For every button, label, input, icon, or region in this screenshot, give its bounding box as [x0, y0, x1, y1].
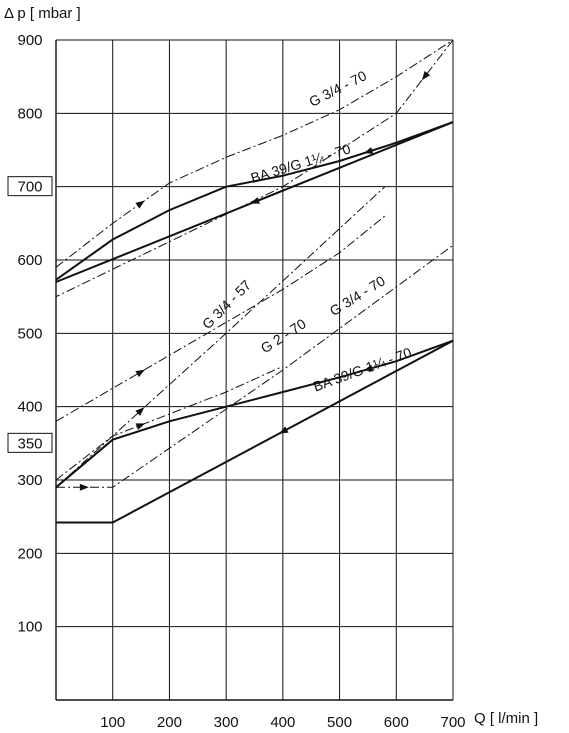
y-tick-label: 800	[17, 105, 42, 122]
series-arrow-1	[363, 147, 374, 154]
y-tick-label: 200	[17, 545, 42, 562]
x-tick-label: 200	[157, 714, 182, 731]
y-axis-title: Δ p [ mbar ]	[4, 5, 81, 22]
y-tick-labels: 100 200 300 350 400 500 600 700 800 900	[7, 32, 53, 636]
series-arrow-3	[135, 200, 145, 209]
arrow-marks	[79, 71, 431, 491]
return-arrow-4	[135, 407, 145, 416]
grid	[55, 39, 454, 701]
y-tick-label: 500	[17, 325, 42, 342]
series-line-2	[55, 339, 454, 489]
x-tick-label: 100	[100, 714, 125, 731]
return-line-4	[55, 186, 386, 488]
series-line-1	[55, 121, 454, 281]
curve-label: BA 39/G 1¼ - 70	[249, 140, 353, 186]
y-tick-label: 900	[17, 32, 42, 49]
y-tick-label: 700	[17, 179, 42, 196]
x-tick-labels: 100 200 300 400 500 600 700	[100, 714, 465, 731]
return-arrow-1	[250, 197, 260, 204]
series-arrow-4	[135, 369, 145, 378]
curve-label: G 2 - 70	[258, 315, 309, 356]
series-line-4	[55, 215, 386, 422]
return-arrow-3	[421, 71, 431, 81]
curve-label: G 3/4 - 70	[306, 67, 369, 110]
y-tick-label: 100	[17, 619, 42, 636]
series-line-3	[55, 39, 454, 268]
y-tick-box	[7, 176, 53, 197]
series-arrow-2	[363, 364, 374, 372]
curves	[55, 39, 454, 524]
series-line-5	[55, 365, 284, 481]
return-line-2	[56, 339, 454, 524]
return-line-5	[56, 244, 454, 488]
y-tick-label: 300	[17, 472, 42, 489]
x-axis-title: Q [ l/min ]	[474, 710, 538, 727]
y-tick-label: 350	[17, 435, 42, 452]
y-tick-label: 600	[17, 252, 42, 269]
y-tick-label: 400	[17, 399, 42, 416]
return-arrow-2	[278, 426, 289, 434]
x-tick-label: 700	[440, 714, 465, 731]
return-arrow-5	[79, 483, 89, 491]
x-tick-label: 500	[327, 714, 352, 731]
y-tick-box	[7, 432, 53, 453]
curve-label: G 3/4 - 70	[327, 272, 388, 319]
series-arrow-5	[135, 423, 146, 430]
x-tick-label: 600	[384, 714, 409, 731]
x-tick-label: 300	[214, 714, 239, 731]
x-tick-label: 400	[270, 714, 295, 731]
